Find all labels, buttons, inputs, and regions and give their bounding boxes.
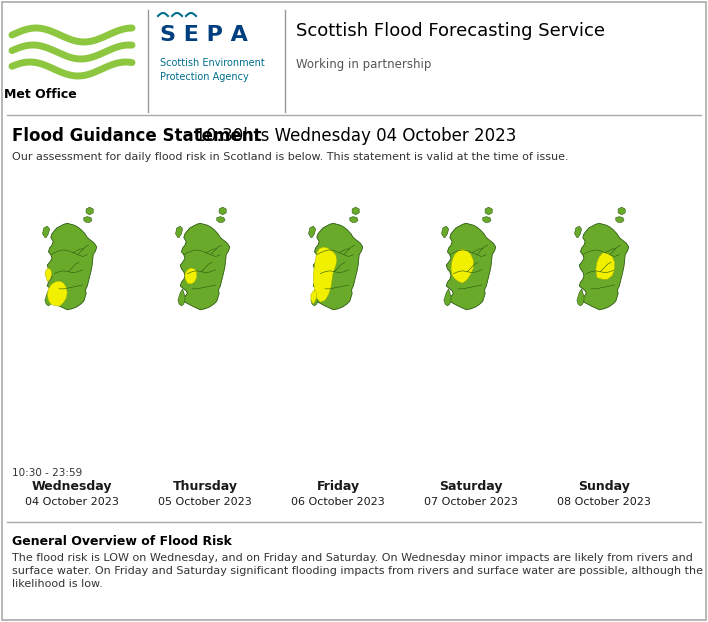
Text: S E P A: S E P A	[160, 25, 248, 45]
Polygon shape	[311, 289, 318, 306]
Polygon shape	[442, 226, 449, 238]
Text: The flood risk is LOW on Wednesday, and on Friday and Saturday. On Wednesday min: The flood risk is LOW on Wednesday, and …	[12, 553, 693, 563]
Text: likelihood is low.: likelihood is low.	[12, 579, 103, 589]
Text: 10:30 - 23:59: 10:30 - 23:59	[12, 468, 82, 478]
Text: Friday: Friday	[316, 480, 360, 493]
Text: Working in partnership: Working in partnership	[296, 58, 431, 71]
Text: Scottish Environment
Protection Agency: Scottish Environment Protection Agency	[160, 58, 265, 82]
Polygon shape	[579, 223, 629, 310]
Polygon shape	[313, 247, 337, 302]
Text: General Overview of Flood Risk: General Overview of Flood Risk	[12, 535, 232, 548]
Polygon shape	[47, 223, 97, 310]
Polygon shape	[84, 216, 92, 222]
Polygon shape	[45, 289, 52, 306]
Text: 07 October 2023: 07 October 2023	[424, 497, 518, 507]
Polygon shape	[595, 253, 615, 279]
Polygon shape	[217, 216, 225, 222]
Polygon shape	[352, 207, 359, 215]
Polygon shape	[311, 290, 316, 304]
Polygon shape	[575, 226, 581, 238]
Text: Sunday: Sunday	[578, 480, 630, 493]
Polygon shape	[616, 216, 624, 222]
Text: Scottish Flood Forecasting Service: Scottish Flood Forecasting Service	[296, 22, 605, 40]
Polygon shape	[446, 223, 496, 310]
Text: Saturday: Saturday	[439, 480, 503, 493]
Text: 08 October 2023: 08 October 2023	[557, 497, 651, 507]
Polygon shape	[185, 268, 197, 284]
Text: Met Office: Met Office	[4, 88, 76, 101]
Polygon shape	[42, 226, 50, 238]
Polygon shape	[45, 268, 52, 281]
Polygon shape	[86, 207, 93, 215]
Polygon shape	[618, 207, 625, 215]
Polygon shape	[483, 216, 491, 222]
Text: 06 October 2023: 06 October 2023	[291, 497, 385, 507]
Text: Wednesday: Wednesday	[32, 480, 113, 493]
Polygon shape	[181, 223, 229, 310]
Text: Thursday: Thursday	[173, 480, 237, 493]
Text: surface water. On Friday and Saturday significant flooding impacts from rivers a: surface water. On Friday and Saturday si…	[12, 566, 703, 576]
Polygon shape	[219, 207, 226, 215]
Text: 10:30hrs Wednesday 04 October 2023: 10:30hrs Wednesday 04 October 2023	[190, 127, 516, 145]
Polygon shape	[451, 249, 474, 283]
Polygon shape	[47, 281, 67, 306]
Text: Flood Guidance Statement: Flood Guidance Statement	[12, 127, 261, 145]
Text: 04 October 2023: 04 October 2023	[25, 497, 119, 507]
Polygon shape	[176, 226, 183, 238]
Polygon shape	[350, 216, 358, 222]
Polygon shape	[313, 223, 362, 310]
Text: 05 October 2023: 05 October 2023	[158, 497, 252, 507]
Text: Our assessment for daily flood risk in Scotland is below. This statement is vali: Our assessment for daily flood risk in S…	[12, 152, 569, 162]
Polygon shape	[444, 289, 451, 306]
Polygon shape	[178, 289, 185, 306]
Polygon shape	[309, 226, 316, 238]
Polygon shape	[485, 207, 492, 215]
Polygon shape	[577, 289, 584, 306]
